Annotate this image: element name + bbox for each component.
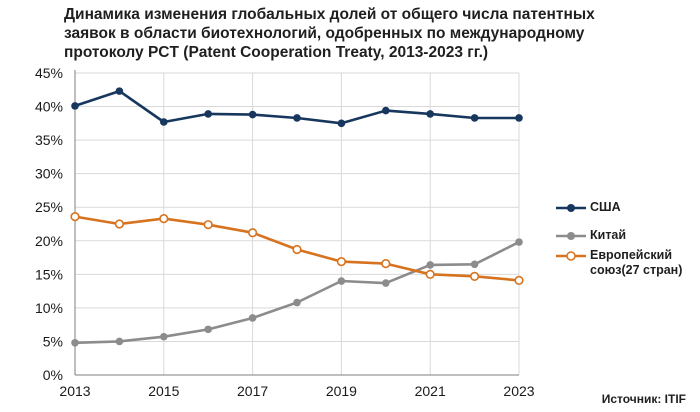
x-tick-label: 2013 <box>59 383 90 399</box>
data-point-usa <box>337 119 346 128</box>
data-point-china <box>160 332 168 341</box>
data-point-china <box>204 325 212 334</box>
data-point-usa <box>426 110 435 118</box>
data-point-usa <box>515 114 523 122</box>
legend-swatch-china <box>556 232 586 240</box>
chart-title: Динамика изменения глобальных долей от о… <box>64 6 595 61</box>
data-point-usa <box>160 118 168 126</box>
data-point-usa <box>470 114 479 122</box>
x-tick-label: 2015 <box>148 383 179 399</box>
y-tick-label: 10% <box>35 300 63 316</box>
legend-label-eu: Европейский союз(27 стран) <box>590 248 683 277</box>
y-tick-label: 30% <box>35 166 63 182</box>
data-point-china <box>382 279 390 287</box>
y-tick-label: 20% <box>35 233 63 249</box>
data-point-eu <box>336 256 347 267</box>
data-point-eu <box>514 275 524 285</box>
x-tick-label: 2019 <box>326 383 357 399</box>
x-tick-label: 2017 <box>237 383 268 399</box>
data-point-usa <box>382 106 390 115</box>
axes <box>74 70 519 376</box>
y-tick-label: 15% <box>35 266 63 282</box>
y-tick-label: 40% <box>35 99 63 115</box>
y-tick-label: 25% <box>35 199 63 215</box>
grid-lines <box>75 72 520 375</box>
data-point-usa <box>71 102 79 110</box>
data-point-usa <box>248 110 257 119</box>
y-tick-label: 5% <box>43 333 63 349</box>
data-point-china <box>115 337 124 346</box>
data-point-eu <box>203 220 213 230</box>
series-lines <box>70 87 524 347</box>
data-point-usa <box>204 110 212 118</box>
legend-item-eu: Европейский союз(27 стран) <box>556 248 696 282</box>
series-line-china <box>74 240 520 345</box>
data-point-usa <box>115 87 124 95</box>
source-label: Источник: ITIF <box>601 392 686 406</box>
y-tick-label: 0% <box>43 367 63 383</box>
data-point-usa <box>293 114 301 122</box>
legend-swatch-eu <box>556 251 586 261</box>
data-point-china <box>515 238 523 246</box>
data-point-china <box>71 338 79 347</box>
y-tick-labels: 0% 5% 10% 15% 20% 25% 30% 35% 40% 45% <box>35 65 63 383</box>
data-point-china <box>337 277 346 285</box>
legend-swatch-usa <box>556 204 586 212</box>
data-point-eu <box>114 219 124 229</box>
data-point-eu <box>292 244 302 255</box>
legend-label-china: Китай <box>590 228 627 242</box>
data-point-eu <box>470 271 480 281</box>
data-point-china <box>293 298 301 307</box>
y-tick-label: 45% <box>35 65 63 81</box>
data-point-china <box>426 261 435 269</box>
x-tick-labels: 2013 2015 2017 2019 2021 2023 <box>59 383 534 399</box>
data-point-eu <box>425 269 435 279</box>
x-tick-label: 2023 <box>503 383 534 399</box>
data-point-eu <box>70 212 80 222</box>
legend-label-usa: США <box>590 200 621 214</box>
data-point-china <box>470 260 479 269</box>
data-point-eu <box>159 214 169 224</box>
legend: США Китай Европейский союз(27 стран) <box>556 200 696 282</box>
legend-item-china: Китай <box>556 228 696 248</box>
legend-item-usa: США <box>556 200 696 220</box>
x-tick-label: 2021 <box>415 383 446 399</box>
data-point-china <box>248 314 257 322</box>
data-point-eu <box>381 258 391 269</box>
y-tick-label: 35% <box>35 132 63 148</box>
data-point-eu <box>248 228 258 238</box>
